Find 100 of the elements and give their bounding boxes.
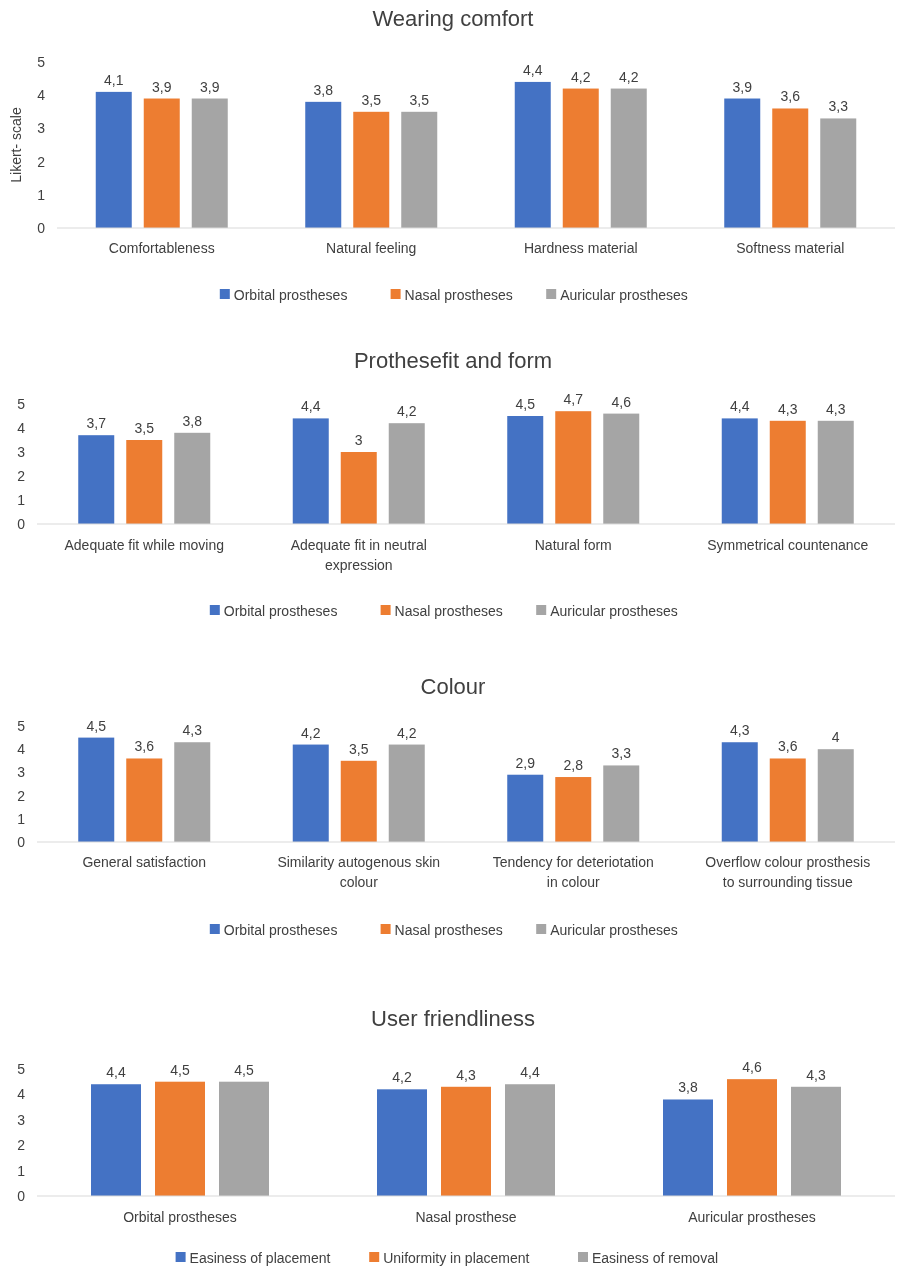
x-tick-label: Orbital prostheses xyxy=(123,1209,237,1225)
x-tick-label: Auricular prostheses xyxy=(688,1209,816,1225)
data-label: 4,5 xyxy=(234,1061,254,1078)
bar xyxy=(219,1081,269,1196)
data-label: 4,6 xyxy=(611,393,632,410)
y-tick-label: 0 xyxy=(17,515,26,532)
bar xyxy=(292,744,329,842)
bar xyxy=(555,411,592,524)
bar xyxy=(791,1086,841,1196)
bar xyxy=(817,420,854,524)
bar xyxy=(340,452,377,524)
bar xyxy=(505,1084,555,1196)
y-tick-label: 3 xyxy=(17,1111,26,1128)
data-label: 3,8 xyxy=(313,81,334,98)
x-tick-label: Symmetrical countenance xyxy=(707,537,869,553)
bar xyxy=(155,1081,205,1196)
x-tick-label: Similarity autogenous skin colour xyxy=(277,854,441,890)
bar xyxy=(78,737,115,842)
data-label: 4,3 xyxy=(456,1066,476,1083)
data-label: 3,9 xyxy=(152,78,172,95)
data-label: 4,1 xyxy=(104,71,124,88)
x-tick-label: Natural form xyxy=(534,537,612,553)
bar xyxy=(721,742,758,842)
legend-label: Easiness of removal xyxy=(592,1249,719,1266)
x-tick-label: Adequate fit in neutral expression xyxy=(290,537,427,573)
data-label: 4,7 xyxy=(563,391,584,408)
data-label: 4,2 xyxy=(397,724,417,741)
bar xyxy=(603,413,640,524)
bar xyxy=(91,1084,141,1196)
data-label: 4,2 xyxy=(392,1069,412,1086)
bar xyxy=(126,758,163,842)
y-tick-label: 0 xyxy=(17,1187,26,1204)
data-label: 3,5 xyxy=(409,91,430,108)
bar xyxy=(507,416,544,524)
bar xyxy=(721,418,758,524)
x-tick-label: Natural feeling xyxy=(326,240,417,256)
y-tick-label: 2 xyxy=(37,153,46,170)
y-axis-title: Likert- scale xyxy=(8,107,24,183)
y-tick-label: 3 xyxy=(17,764,26,781)
bar xyxy=(292,418,329,524)
bar xyxy=(769,758,806,842)
x-tick-label: Softness material xyxy=(736,240,845,256)
data-label: 3,7 xyxy=(86,415,107,432)
legend-label: Easiness of placement xyxy=(189,1249,331,1266)
x-tick-label: General satisfaction xyxy=(82,854,207,870)
data-label: 4,5 xyxy=(515,396,536,412)
data-label: 3,6 xyxy=(134,738,155,755)
data-label: 4 xyxy=(831,729,840,746)
data-label: 4,4 xyxy=(106,1064,126,1081)
bar xyxy=(126,440,163,524)
data-label: 2,9 xyxy=(515,754,536,771)
legend-label: Uniformity in placement xyxy=(383,1249,530,1266)
data-label: 4,2 xyxy=(619,68,639,85)
bar xyxy=(441,1086,491,1196)
bar xyxy=(143,98,180,228)
data-label: 3,5 xyxy=(361,91,382,108)
data-label: 4,2 xyxy=(301,724,321,741)
bar xyxy=(507,774,544,842)
data-label: 3,9 xyxy=(732,78,753,95)
bar xyxy=(817,749,854,842)
bar xyxy=(377,1089,427,1196)
y-tick-label: 4 xyxy=(17,419,26,436)
bar xyxy=(191,98,228,228)
bar xyxy=(353,111,390,228)
x-tick-label: Adequate fit while moving xyxy=(64,537,225,553)
legend-label: Auricular prostheses xyxy=(550,921,678,938)
y-tick-label: 2 xyxy=(17,467,26,484)
data-label: 3,8 xyxy=(678,1079,698,1096)
data-label: 3,9 xyxy=(200,78,220,95)
y-tick-label: 5 xyxy=(17,717,26,734)
data-label: 4,5 xyxy=(170,1061,190,1078)
data-label: 2,8 xyxy=(563,757,584,774)
bar xyxy=(388,423,425,524)
legend-label: Auricular prostheses xyxy=(560,286,688,303)
bar xyxy=(562,88,599,228)
legend-label: Orbital prostheses xyxy=(223,921,338,938)
bar xyxy=(174,742,211,842)
bar xyxy=(388,744,425,842)
legend-label: Nasal prostheses xyxy=(404,286,513,303)
x-tick-label: Hardness material xyxy=(523,240,638,256)
y-tick-label: 4 xyxy=(17,741,26,758)
data-label: 3,6 xyxy=(780,88,801,105)
bar xyxy=(555,777,592,842)
bar xyxy=(78,435,115,524)
x-tick-label: Overflow colour prosthesis to surrounding tissue xyxy=(705,854,871,890)
data-label: 4,4 xyxy=(523,61,543,78)
bar xyxy=(305,101,342,228)
data-label: 3,8 xyxy=(182,412,203,429)
data-label: 3,6 xyxy=(778,738,798,755)
bar xyxy=(610,88,647,228)
y-tick-label: 5 xyxy=(17,1060,26,1077)
chart-title: User friendliness xyxy=(371,1006,535,1031)
y-tick-label: 1 xyxy=(17,491,26,508)
bar xyxy=(174,432,211,524)
data-label: 4,4 xyxy=(730,398,750,415)
data-label: 3 xyxy=(354,432,363,448)
bar xyxy=(820,118,857,228)
data-label: 4,3 xyxy=(730,722,750,739)
y-tick-label: 3 xyxy=(37,120,46,137)
data-label: 4,2 xyxy=(571,68,591,85)
